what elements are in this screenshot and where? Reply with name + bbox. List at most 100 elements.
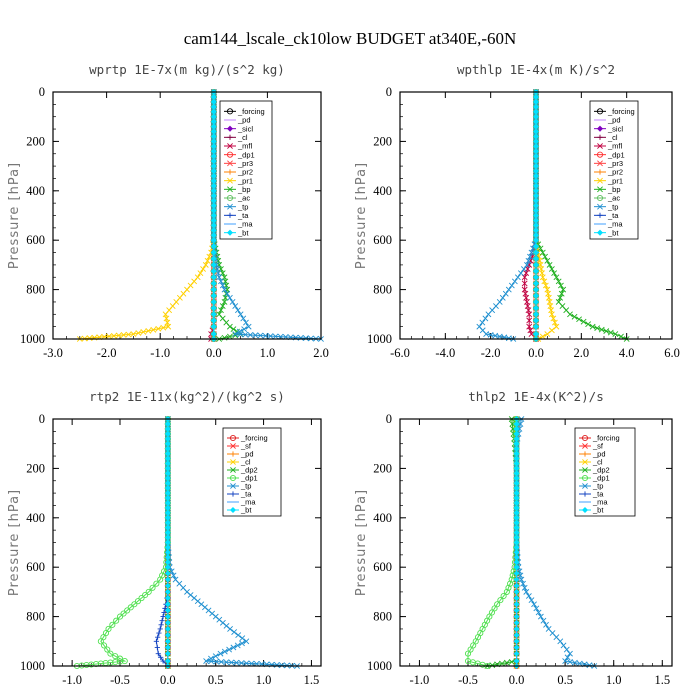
legend-item: _dp2 bbox=[579, 466, 610, 475]
data-point bbox=[567, 311, 573, 318]
x-tick-label: 0.5 bbox=[557, 673, 573, 687]
data-point bbox=[153, 638, 159, 644]
legend-marker bbox=[597, 134, 603, 140]
legend-item: _bt bbox=[227, 506, 252, 515]
data-point bbox=[161, 609, 167, 616]
data-point bbox=[521, 280, 528, 287]
legend-label: _tp bbox=[240, 482, 251, 491]
plot-frame bbox=[399, 418, 673, 667]
legend-label: _dp1 bbox=[607, 150, 625, 159]
data-point bbox=[521, 584, 528, 591]
data-point bbox=[562, 658, 569, 664]
legend-marker bbox=[581, 434, 589, 442]
chart-panel-4: thlp2 1E-4x(K^2)/s Pressure [hPa] -1.0 -0.5… bbox=[354, 389, 673, 687]
data-point bbox=[524, 261, 530, 268]
data-point bbox=[513, 632, 520, 639]
data-point bbox=[97, 638, 104, 645]
legend-label: _dp2 bbox=[240, 466, 258, 475]
data-point bbox=[204, 257, 211, 264]
data-point bbox=[160, 324, 167, 331]
data-point bbox=[513, 595, 520, 602]
legend-marker bbox=[226, 229, 234, 236]
data-point bbox=[528, 597, 535, 604]
data-point bbox=[543, 621, 549, 628]
x-tick-label: -3.0 bbox=[43, 346, 63, 360]
legend-label: _ma bbox=[237, 220, 253, 229]
data-point bbox=[500, 592, 507, 600]
x-tick-label: 6.0 bbox=[664, 346, 680, 360]
data-point bbox=[523, 270, 530, 277]
legend-marker bbox=[230, 443, 236, 449]
legend-label: _dp2 bbox=[592, 466, 610, 475]
data-point bbox=[532, 280, 540, 287]
data-point bbox=[499, 660, 505, 667]
data-point bbox=[134, 598, 141, 605]
legend-marker bbox=[597, 203, 603, 210]
data-point bbox=[210, 286, 217, 293]
data-point bbox=[212, 653, 219, 660]
data-point bbox=[140, 329, 147, 335]
data-point bbox=[479, 319, 486, 326]
x-tick-label: 0.0 bbox=[528, 346, 544, 360]
data-point bbox=[164, 638, 171, 645]
data-point bbox=[218, 278, 224, 285]
y-tick-label: 0 bbox=[39, 85, 45, 99]
data-point bbox=[539, 333, 546, 340]
legend-item: _sf bbox=[579, 442, 604, 451]
legend-item: _pd bbox=[579, 450, 606, 459]
y-tick-label: 0 bbox=[39, 412, 45, 426]
data-point bbox=[509, 421, 516, 427]
data-point bbox=[112, 653, 119, 660]
legend-marker bbox=[596, 194, 604, 202]
data-point bbox=[499, 294, 506, 301]
x-tick-label: 4.0 bbox=[619, 346, 635, 360]
legend-item: _dp2 bbox=[227, 466, 258, 475]
legend-marker bbox=[229, 474, 237, 482]
legend-label: _forcing bbox=[592, 434, 620, 443]
data-point bbox=[235, 632, 242, 639]
data-point bbox=[589, 323, 596, 330]
data-point bbox=[164, 632, 171, 639]
legend-label: _sf bbox=[592, 442, 604, 451]
data-point bbox=[145, 327, 152, 334]
data-point bbox=[525, 257, 532, 264]
x-tick-label: -6.0 bbox=[390, 346, 410, 360]
legend-item: _tp bbox=[579, 482, 603, 491]
legend-label: _pr2 bbox=[237, 168, 253, 177]
data-point bbox=[483, 331, 490, 337]
x-tick-label: 0.0 bbox=[160, 673, 176, 687]
data-point bbox=[159, 618, 165, 624]
data-point bbox=[513, 607, 520, 614]
data-point bbox=[218, 307, 224, 314]
data-point bbox=[513, 564, 520, 571]
legend-label: _pd bbox=[237, 116, 251, 125]
y-tick-label: 200 bbox=[373, 134, 392, 148]
data-point bbox=[505, 584, 512, 591]
data-point bbox=[513, 625, 520, 632]
data-point bbox=[532, 261, 540, 268]
chart-panels: wprtp 1E-7x(m kg)/(s^2 kg) Pressure [hPa]… bbox=[7, 62, 680, 687]
data-point bbox=[221, 286, 228, 293]
y-tick-label: 0 bbox=[386, 412, 392, 426]
data-point bbox=[155, 325, 162, 332]
legend-label: _bp bbox=[237, 185, 251, 194]
legend-item: _ma bbox=[227, 498, 256, 507]
data-point bbox=[226, 323, 233, 330]
data-point bbox=[513, 644, 520, 651]
data-point bbox=[164, 613, 171, 620]
legend-label: _bt bbox=[237, 228, 249, 237]
series-bt bbox=[164, 415, 171, 670]
data-point bbox=[505, 286, 512, 293]
data-point bbox=[150, 326, 157, 333]
x-tick-label: 0.0 bbox=[206, 346, 222, 360]
legend-label: _bp bbox=[607, 185, 621, 194]
plot-frame bbox=[52, 91, 322, 340]
data-point bbox=[526, 311, 533, 318]
data-point bbox=[210, 249, 217, 256]
data-point bbox=[532, 323, 540, 330]
data-point bbox=[518, 576, 525, 583]
data-point bbox=[525, 593, 532, 599]
data-point bbox=[513, 619, 520, 626]
data-point bbox=[210, 274, 217, 281]
legend-marker bbox=[230, 483, 236, 489]
